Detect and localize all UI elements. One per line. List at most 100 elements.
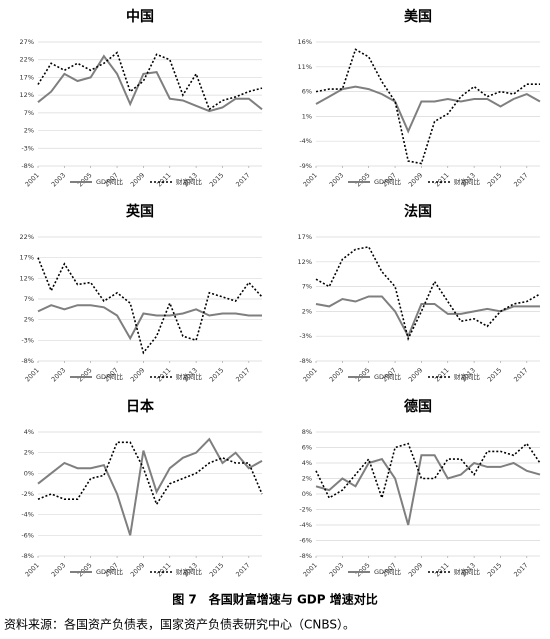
y-tick-label: -3% [21, 144, 34, 152]
x-tick-label: 2003 [328, 171, 345, 188]
x-tick-label: 2009 [129, 561, 146, 578]
y-tick-label: -9% [299, 162, 312, 170]
y-tick-label: -8% [21, 552, 34, 560]
legend-label: GDP同比 [374, 567, 401, 576]
x-tick-label: 2001 [23, 171, 40, 188]
y-tick-label: 16% [298, 38, 312, 46]
x-tick-label: 2005 [354, 171, 371, 188]
legend-label: 财富同比 [454, 177, 481, 186]
x-tick-label: 2003 [328, 366, 345, 383]
x-tick-label: 2001 [23, 561, 40, 578]
x-tick-label: 2015 [486, 171, 503, 188]
y-tick-label: -2% [299, 506, 312, 514]
x-tick-label: 2005 [76, 171, 93, 188]
y-tick-label: 1% [302, 112, 312, 120]
y-tick-label: 22% [20, 56, 34, 64]
y-tick-label: 2% [24, 316, 34, 324]
y-tick-label: 0% [302, 490, 312, 498]
y-tick-label: 27% [20, 38, 34, 46]
y-tick-label: -3% [21, 336, 34, 344]
y-tick-label: 12% [298, 258, 312, 266]
series-line [315, 295, 540, 339]
y-tick-label: 2% [24, 449, 34, 457]
y-tick-label: 12% [20, 91, 34, 99]
chart-title: 德国 [404, 398, 432, 415]
x-tick-label: 2017 [512, 561, 529, 578]
x-tick-label: 2005 [354, 366, 371, 383]
x-tick-label: 2011 [155, 171, 172, 188]
x-tick-label: 2017 [234, 366, 251, 383]
y-tick-label: 6% [302, 444, 312, 452]
y-tick-label: 7% [24, 109, 34, 117]
x-tick-label: 2009 [407, 366, 424, 383]
y-tick-label: 17% [298, 233, 312, 241]
series-line [37, 51, 263, 111]
x-tick-label: 2017 [234, 171, 251, 188]
y-tick-label: 4% [302, 459, 312, 467]
x-tick-label: 2009 [407, 171, 424, 188]
x-tick-label: 2011 [433, 171, 450, 188]
y-tick-label: 0% [24, 469, 34, 477]
legend-label: 财富同比 [454, 372, 481, 381]
series-line [315, 442, 541, 501]
figure-caption: 图 7 各国财富增速与 GDP 增速对比 [172, 592, 378, 607]
x-tick-label: 2003 [50, 561, 67, 578]
x-tick-label: 2003 [50, 171, 67, 188]
chart-title: 英国 [125, 203, 154, 220]
x-tick-label: 2017 [512, 171, 529, 188]
x-tick-label: 2009 [129, 171, 146, 188]
x-tick-label: 2015 [208, 171, 225, 188]
x-tick-label: 2001 [301, 561, 318, 578]
legend-label: 财富同比 [176, 567, 203, 576]
series-line [315, 246, 541, 342]
legend-label: 财富同比 [176, 177, 203, 186]
x-tick-label: 2009 [407, 561, 424, 578]
x-tick-label: 2003 [50, 366, 67, 383]
x-tick-label: 2015 [486, 366, 503, 383]
y-tick-label: 12% [20, 274, 34, 282]
x-tick-label: 2001 [301, 366, 318, 383]
x-tick-label: 2015 [486, 561, 503, 578]
y-tick-label: -8% [21, 162, 34, 170]
y-tick-label: 22% [20, 233, 34, 241]
y-tick-label: -4% [21, 511, 34, 519]
x-tick-label: 2003 [328, 561, 345, 578]
legend-label: GDP同比 [374, 372, 401, 381]
series-line [37, 441, 263, 507]
x-tick-label: 2011 [433, 561, 450, 578]
chart-title: 中国 [126, 8, 154, 25]
legend-label: GDP同比 [96, 567, 123, 576]
series-line [37, 257, 263, 355]
chart-title: 法国 [404, 203, 432, 220]
legend-label: GDP同比 [96, 372, 123, 381]
x-tick-label: 2005 [76, 561, 93, 578]
series-line [315, 454, 541, 526]
series-line [315, 48, 540, 165]
y-tick-label: -2% [21, 490, 34, 498]
y-tick-label: 4% [24, 428, 34, 436]
x-tick-label: 2017 [234, 561, 251, 578]
y-tick-label: 2% [302, 475, 312, 483]
chart-title: 日本 [126, 398, 155, 415]
x-tick-label: 2017 [512, 366, 529, 383]
legend-label: 财富同比 [176, 372, 203, 381]
series-line [315, 85, 541, 134]
y-tick-label: 8% [302, 428, 312, 436]
y-tick-label: 7% [302, 283, 312, 291]
x-tick-label: 2011 [155, 561, 172, 578]
y-tick-label: 17% [20, 73, 34, 81]
y-tick-label: 2% [302, 307, 312, 315]
x-tick-label: 2011 [433, 366, 450, 383]
x-tick-label: 2015 [208, 561, 225, 578]
y-tick-label: -6% [21, 531, 34, 539]
chart-title: 美国 [404, 8, 432, 25]
y-tick-label: -4% [299, 137, 312, 145]
x-tick-label: 2001 [301, 171, 318, 188]
x-tick-label: 2001 [23, 366, 40, 383]
series-line [37, 304, 262, 341]
x-tick-label: 2005 [354, 561, 371, 578]
y-tick-label: -8% [299, 357, 312, 365]
y-tick-label: 7% [24, 295, 34, 303]
x-tick-label: 2009 [129, 366, 146, 383]
